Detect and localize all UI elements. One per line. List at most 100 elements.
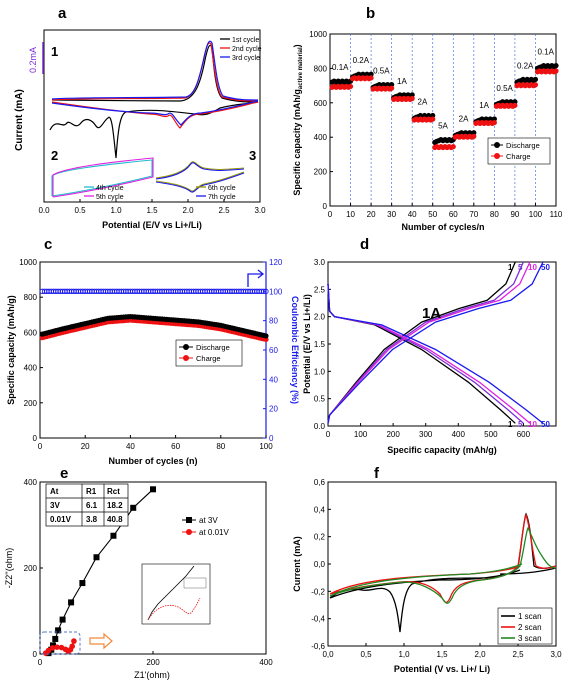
- panel-a-sub1: 1: [51, 44, 58, 59]
- e-001v-point: [69, 643, 76, 650]
- b-charge-point: [512, 102, 518, 108]
- d-xtick-label: 200: [386, 430, 400, 439]
- b-charge-point: [347, 83, 354, 90]
- e-xtick-label: 400: [259, 658, 273, 667]
- cycle-label-50-top: 50: [541, 263, 550, 272]
- b-ytick-label: 600: [314, 99, 328, 108]
- c-rtick-label: 60: [269, 346, 278, 355]
- panel-f-ticks: 0,0 0,5 1,0 1,5 2,0 2,5 3,0 -0,6 -0,4 -0,2 0,0 0,2 0…: [311, 478, 562, 659]
- e-001v-point: [45, 647, 52, 654]
- legend-label-3rd: 3rd cycle: [232, 55, 260, 62]
- e-001v-point: [49, 645, 56, 651]
- panel-b-frame: [329, 33, 557, 207]
- b-xtick-label: 20: [367, 210, 376, 219]
- d-ytick-label: 2.0: [314, 313, 326, 322]
- panel-a-scalebar-label: 0.2mA: [28, 47, 38, 73]
- legend-marker-c-charge: [183, 355, 189, 361]
- b-ytick-label: 800: [314, 64, 328, 73]
- b-discharge-point: [532, 76, 539, 83]
- panel-e-ylabel: -Z2''(ohm): [4, 548, 14, 588]
- f-ytick-label: -0,6: [311, 642, 325, 651]
- b-xtick-label: 70: [469, 210, 478, 219]
- e-xtick-label: 200: [146, 658, 160, 667]
- panel-e-zoom-arrow: [89, 632, 113, 650]
- panel-a-cycle3-curve: [51, 40, 259, 126]
- panel-a-legend-2: 4th cycle 5th cycle: [84, 185, 124, 201]
- a-xtick-label: 1.5: [146, 206, 158, 215]
- panel-e-table: At R1 Rct 3V 6.1 18.2 0.01V 3.8 40.8: [45, 483, 129, 527]
- d-xtick-label: 300: [419, 430, 433, 439]
- panel-a-xticks: 0.0 0.5 1.0 1.5 2.0 2.5 3.0: [38, 199, 266, 215]
- e-xtick-label: 0: [38, 658, 43, 667]
- panel-b-grid: [350, 34, 536, 206]
- legend-marker-c-discharge: [183, 344, 189, 350]
- c-discharge-point: [263, 333, 269, 339]
- f-xtick-label: 3,0: [550, 650, 562, 659]
- b-discharge-point: [553, 63, 559, 69]
- legend-label-c-discharge: Discharge: [196, 343, 230, 352]
- b-xtick-label: 10: [346, 210, 355, 219]
- b-rate-label: 2A: [418, 98, 428, 107]
- b-xtick-label: 100: [529, 210, 543, 219]
- panel-a-sub3: 3: [249, 148, 256, 163]
- table-cell-0-2: 18.2: [107, 501, 123, 510]
- c-ytick-label: 600: [24, 328, 38, 337]
- c-xtick-label: 80: [216, 442, 225, 451]
- b-discharge-point: [409, 92, 415, 98]
- panel-b-ylabel-sub: active material: [298, 47, 304, 89]
- b-rate-label: 1A: [397, 77, 407, 86]
- b-rate-label: 0.1A: [537, 48, 554, 57]
- panel-c-arrow: [247, 269, 265, 287]
- legend-label-scan3: 3 scan: [518, 634, 542, 643]
- panel-d-cycle-labels-top: 1 5 10 50: [508, 263, 550, 272]
- d-xtick-label: 500: [484, 430, 498, 439]
- panel-a-xlabel: Potential (E/V vs Li+/Li): [102, 220, 202, 230]
- legend-label-discharge: Discharge: [506, 141, 540, 150]
- b-rate-label: 0.2A: [517, 61, 534, 70]
- b-discharge-point: [512, 99, 518, 105]
- b-rate-label: 5A: [438, 122, 448, 131]
- e-3v-point: [52, 635, 59, 642]
- d-xtick-label: 100: [354, 430, 368, 439]
- b-xtick-label: 90: [510, 210, 519, 219]
- e-ytick-label: 0: [33, 650, 38, 659]
- panel-a-cycle7-curve: [155, 162, 245, 193]
- cycle-label-1-bottom: 1: [508, 420, 513, 429]
- a-xtick-label: 0.5: [74, 206, 86, 215]
- cycle-label-5-top: 5: [518, 263, 523, 272]
- panel-a-cycle5-curve: [52, 157, 154, 198]
- b-xtick-label: 110: [550, 210, 563, 219]
- a-xtick-label: 2.0: [182, 206, 194, 215]
- c-xtick-label: 40: [126, 442, 135, 451]
- b-xtick-label: 80: [490, 210, 499, 219]
- f-ytick-label: 0,0: [314, 560, 326, 569]
- legend-label-4th: 4th cycle: [96, 185, 124, 192]
- c-rtick-label: 100: [269, 287, 283, 296]
- table-header-rct: Rct: [107, 487, 120, 496]
- b-discharge-point: [430, 112, 436, 119]
- e-3v-point: [110, 532, 117, 539]
- b-charge-point: [368, 75, 374, 81]
- f-ytick-label: -0,4: [311, 615, 325, 624]
- b-ytick-label: 1000: [309, 30, 327, 39]
- f-ytick-label: 0,6: [314, 478, 326, 487]
- panel-a-cycle1-curve: [49, 44, 259, 159]
- b-discharge-point: [491, 116, 497, 122]
- panel-b-ylabel-end: ): [292, 44, 302, 47]
- panel-c-ylabel-left: Specific capacity (mAh/g): [6, 295, 16, 405]
- a-xtick-label: 3.0: [254, 206, 266, 215]
- panel-d-ylabel: Potential (E/V vs Li+/Li): [302, 294, 312, 394]
- panel-b-ticks: 0 10 20 30 40 50 60 70 80 90 100 110 0 200 400 600 800 10…: [309, 30, 563, 219]
- c-rtick-label: 120: [269, 258, 283, 267]
- b-discharge-point: [389, 81, 395, 88]
- inset-001v-curve: [147, 597, 201, 621]
- panel-c-legend: Discharge Charge: [175, 339, 243, 367]
- b-rate-label: 1A: [479, 101, 489, 110]
- c-rtick-label: 0: [269, 434, 274, 443]
- e-3v-point: [150, 486, 156, 493]
- legend-label-3v: at 3V: [199, 516, 218, 525]
- legend-label-1st: 1st cycle: [232, 37, 259, 44]
- panel-e-ticks: 0 200 400 0 200 400: [24, 478, 274, 667]
- b-charge-point: [450, 144, 456, 150]
